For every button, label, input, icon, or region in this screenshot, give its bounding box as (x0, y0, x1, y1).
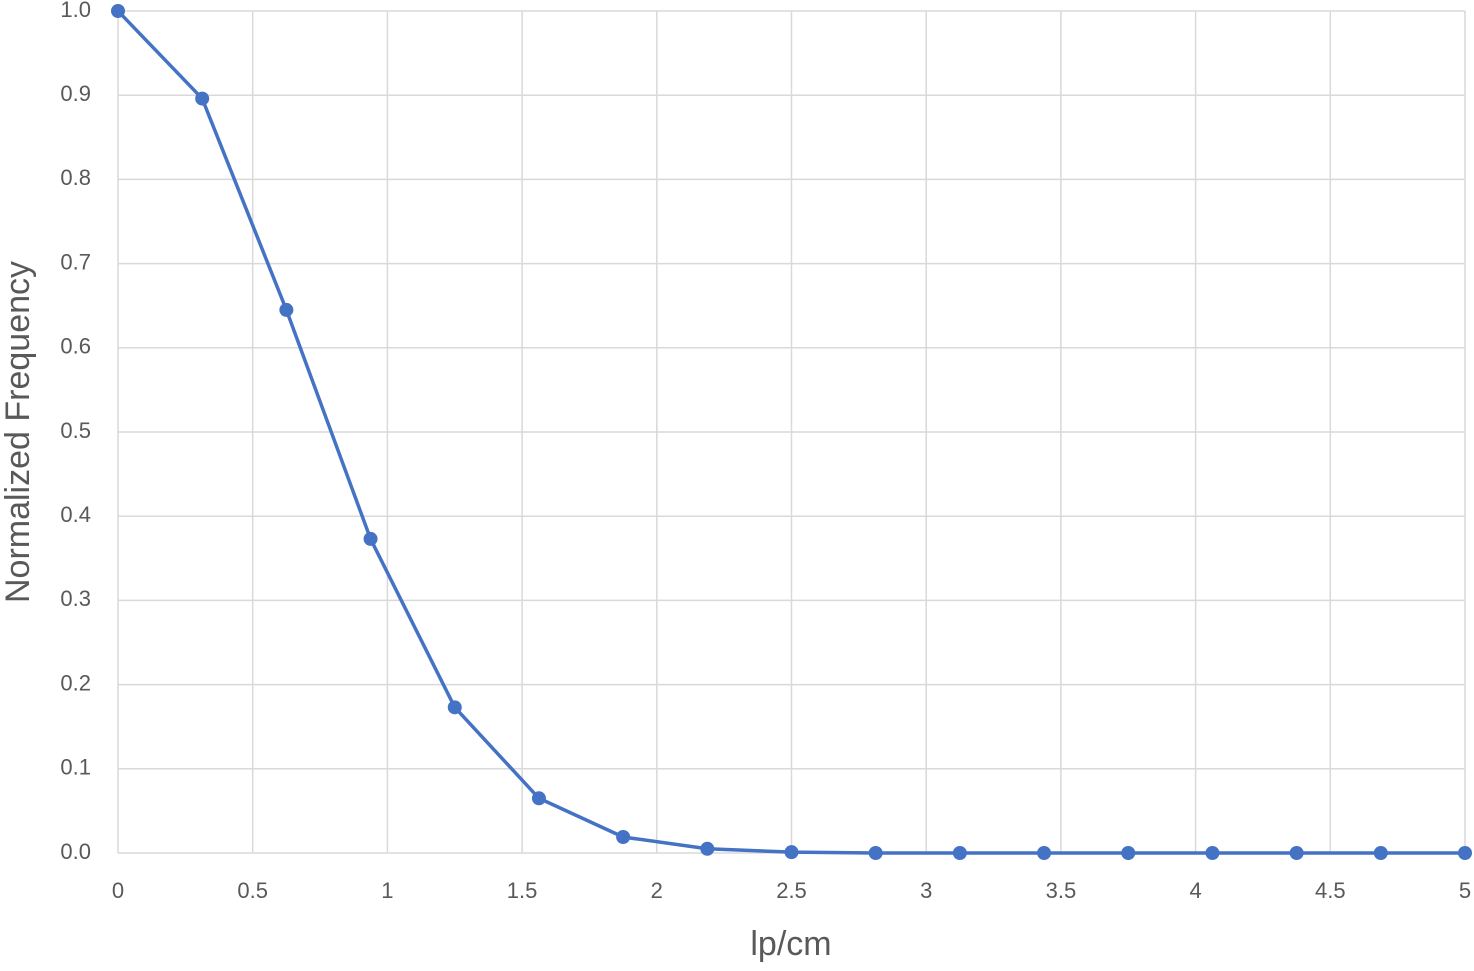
y-tick-label: 1.0 (60, 0, 91, 22)
data-point (784, 845, 799, 860)
y-tick-label: 0.2 (60, 670, 91, 695)
data-point (700, 841, 715, 856)
x-tick-label: 4 (1189, 878, 1201, 903)
data-point (111, 4, 125, 18)
data-point (531, 791, 546, 806)
data-point (1458, 846, 1472, 860)
y-tick-label: 0.4 (60, 502, 91, 527)
data-point (447, 700, 462, 715)
x-axis-title: lp/cm (750, 925, 831, 963)
x-tick-label: 4.5 (1315, 878, 1346, 903)
x-tick-label: 5 (1459, 878, 1471, 903)
data-point (279, 302, 294, 317)
x-tick-label: 0 (112, 878, 124, 903)
data-point (1037, 846, 1052, 860)
y-tick-label: 0.5 (60, 418, 91, 443)
y-tick-label: 0.1 (60, 755, 91, 780)
y-tick-label: 0.6 (60, 334, 91, 359)
y-tick-label: 0.3 (60, 586, 91, 611)
data-point (1373, 846, 1388, 860)
data-point (868, 846, 883, 860)
x-tick-label: 1 (381, 878, 393, 903)
x-tick-label: 2 (651, 878, 663, 903)
x-tick-label: 3.5 (1046, 878, 1077, 903)
y-axis-title: Normalized Frequency (0, 261, 37, 603)
y-tick-label: 0.8 (60, 165, 91, 190)
x-tick-label: 2.5 (776, 878, 807, 903)
x-tick-label: 0.5 (237, 878, 268, 903)
x-tick-label: 3 (920, 878, 932, 903)
x-tick-label: 1.5 (507, 878, 538, 903)
y-tick-label: 0.0 (60, 839, 91, 864)
data-point (952, 846, 967, 860)
data-point (195, 91, 210, 106)
y-tick-label: 0.9 (60, 81, 91, 106)
y-tick-label: 0.7 (60, 249, 91, 274)
data-point (1121, 846, 1136, 860)
data-point (1289, 846, 1304, 860)
data-point (363, 531, 378, 546)
data-point (1205, 846, 1220, 860)
data-point (616, 830, 631, 845)
